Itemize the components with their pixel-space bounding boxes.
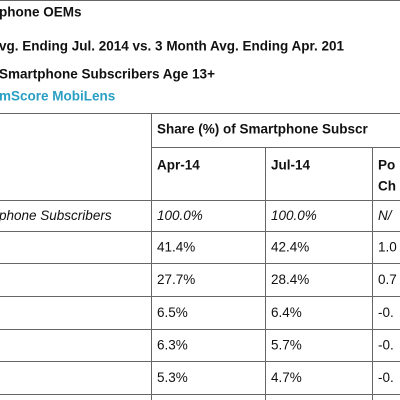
group-header: Share (%) of Smartphone Subscr — [157, 122, 369, 137]
column-header-extra: Ch — [378, 179, 396, 194]
cell: 100.0% — [271, 208, 317, 223]
cell: 5.3% — [157, 370, 188, 385]
subtitle: vg. Ending Jul. 2014 vs. 3 Month Avg. En… — [0, 39, 345, 54]
cell: 27.7% — [157, 272, 195, 287]
cell: 41.4% — [157, 240, 195, 255]
cell: 1.0 — [378, 240, 397, 255]
cell: N/ — [378, 208, 393, 223]
cell: 6.4% — [271, 305, 302, 320]
source: mScore MobiLens — [0, 89, 115, 104]
title: phone OEMs — [0, 5, 82, 20]
cell: -0. — [378, 338, 394, 353]
cell: 42.4% — [271, 240, 309, 255]
column-header: Po — [378, 158, 395, 173]
cell: 100.0% — [157, 208, 203, 223]
cell: -0. — [378, 370, 394, 385]
row-label: phone Subscribers — [0, 208, 112, 223]
cell: 28.4% — [271, 272, 309, 287]
cell: 0.7 — [378, 272, 397, 287]
cell: 4.7% — [271, 370, 302, 385]
cell: 6.3% — [157, 338, 188, 353]
population: Smartphone Subscribers Age 13+ — [0, 67, 215, 82]
cell: -0. — [378, 305, 394, 320]
cell: 6.5% — [157, 305, 188, 320]
cell: 5.7% — [271, 338, 302, 353]
column-header: Apr-14 — [157, 158, 200, 173]
column-header: Jul-14 — [271, 158, 311, 173]
